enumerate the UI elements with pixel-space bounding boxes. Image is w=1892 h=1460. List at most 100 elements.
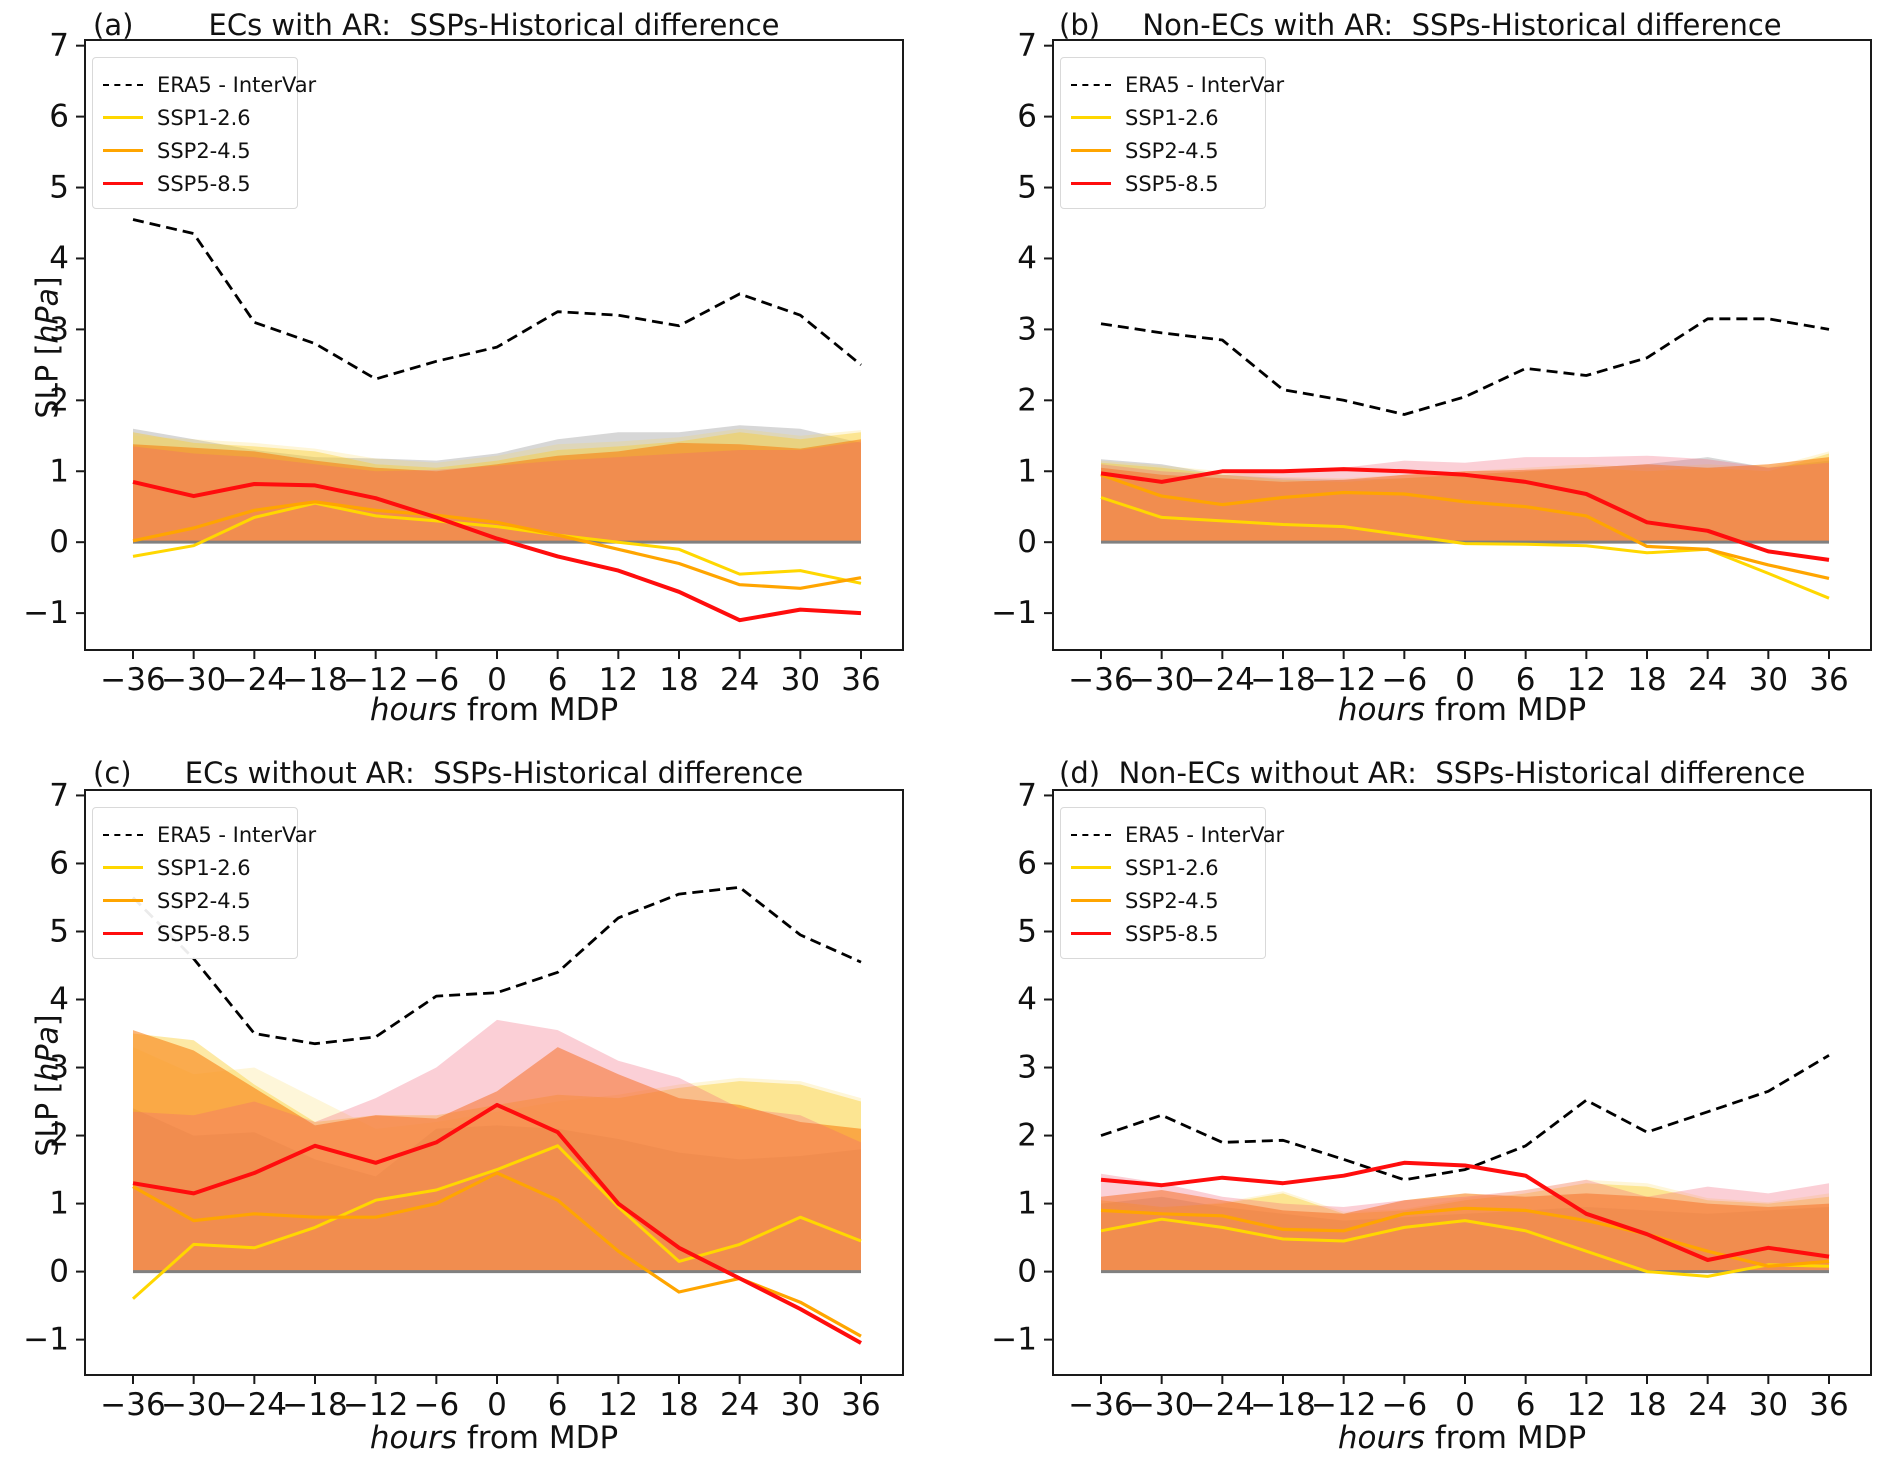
ssp5-line-icon: [1071, 932, 1111, 935]
y-tick-label: 1: [49, 453, 69, 489]
legend-item-ssp5: SSP5-8.5: [1071, 167, 1257, 200]
y-tick-label: 5: [49, 170, 69, 206]
y-tick-label: 1: [1017, 453, 1037, 489]
y-tick-label: 0: [49, 1254, 69, 1290]
plot-border: [84, 39, 904, 651]
series-ssp5-8-5: [1100, 467, 1830, 562]
ssp5-line-icon: [103, 932, 143, 935]
legend-item-era5: ERA5 - InterVar: [103, 818, 316, 851]
y-tick-label: 0: [1017, 524, 1037, 560]
x-tick-label: −30: [161, 1387, 226, 1423]
orange-spread: [133, 1030, 861, 1272]
panel-b-title: Non-ECs with AR: SSPs-Historical differe…: [1142, 8, 1782, 42]
y-tick-label: 5: [1017, 170, 1037, 206]
x-tick-label: 0: [487, 662, 507, 698]
x-tick-label: −24: [1190, 662, 1255, 698]
y-tick-label: 7: [49, 28, 69, 64]
series-era5-intervar: [1100, 317, 1830, 416]
x-tick-label: 12: [1567, 1387, 1606, 1423]
legend-item-era5: ERA5 - InterVar: [1071, 818, 1284, 851]
pink-spread: [1101, 1173, 1829, 1272]
x-tick-label: 6: [548, 1387, 568, 1423]
series-era5-intervar: [132, 218, 862, 381]
x-tick-label: −36: [100, 662, 165, 698]
series-ssp5-8-5: [132, 1102, 862, 1345]
panel-c-plot: −36−30−24−18−12 −6 0 6 12 18 24 30 36 7 6 5 4 3 2 1 0 −1: [23, 777, 904, 1423]
panel-a-plot: −36−30−24−18−12 −6 0 6 12 18 24 30 36 7 6 5 4 3 2 1 0 −1: [23, 28, 904, 698]
x-tick-label: 24: [1688, 662, 1727, 698]
x-tick-label: 18: [659, 1387, 698, 1423]
x-tick-label: −24: [1190, 1387, 1255, 1423]
x-tick-label: 36: [1809, 1387, 1848, 1423]
y-tick-label: 1: [1017, 1186, 1037, 1222]
y-tick-label: 2: [1017, 1118, 1037, 1154]
panel-c-letter: (c): [93, 756, 132, 790]
pink-spread: [133, 1019, 861, 1272]
x-tick-label: −30: [1129, 1387, 1194, 1423]
panel-c-title: ECs without AR: SSPs-Historical differen…: [184, 756, 804, 790]
x-tick-label: 0: [1455, 662, 1475, 698]
panel-a-title: ECs with AR: SSPs-Historical difference: [208, 8, 780, 42]
y-tick-label: 4: [1017, 982, 1037, 1018]
x-tick-label: 6: [1516, 662, 1536, 698]
y-tick-label: −1: [23, 595, 69, 631]
orange-spread: [133, 439, 861, 543]
y-tick-label: 2: [49, 382, 69, 418]
ssp2-line-icon: [1071, 899, 1111, 902]
legend-item-ssp2: SSP2-4.5: [1071, 884, 1257, 917]
panel-d-letter: (d): [1059, 756, 1101, 790]
panel-a-xlabel: hours from MDP: [369, 692, 619, 728]
series-ssp2-4-5: [1100, 1206, 1830, 1268]
legend-item-era5: ERA5 - InterVar: [1071, 68, 1284, 101]
ssp2-line-icon: [103, 899, 143, 902]
panel-b-plot: −36−30−24−18−12 −6 0 6 12 18 24 30 36 7 6 5 4 3 2 1 0 −1: [991, 28, 1872, 698]
x-tick-label: 0: [487, 1387, 507, 1423]
legend-item-ssp1: SSP1-2.6: [103, 851, 289, 884]
panel-b-xlabel: hours from MDP: [1337, 692, 1587, 728]
plot-border: [84, 789, 904, 1376]
legend-item-era5: ERA5 - InterVar: [103, 68, 316, 101]
series-ssp2-4-5: [1100, 473, 1830, 580]
ssp5-line-icon: [1071, 182, 1111, 185]
y-tick-label: 5: [49, 913, 69, 949]
x-tick-label: −18: [1250, 1387, 1315, 1423]
y-tick-label: 2: [1017, 382, 1037, 418]
y-tick-label: 6: [1017, 99, 1037, 135]
y-tick-label: 4: [49, 240, 69, 276]
x-tick-label: 30: [1749, 1387, 1788, 1423]
x-tick-label: −24: [222, 662, 287, 698]
panel-d-legend: ERA5 - InterVar SSP1-2.6 SSP2-4.5 SSP5-8…: [1060, 807, 1284, 959]
ssp1-line-icon: [1071, 116, 1111, 119]
ssp1-line-icon: [103, 866, 143, 869]
y-tick-label: 3: [1017, 1050, 1037, 1086]
y-tick-label: 5: [1017, 913, 1037, 949]
series-ssp5-8-5: [1100, 1160, 1830, 1262]
x-tick-label: −18: [282, 662, 347, 698]
x-tick-label: −6: [413, 662, 459, 698]
panel-a-letter: (a): [93, 8, 134, 42]
ssp2-line-icon: [103, 149, 143, 152]
x-tick-label: 18: [1627, 1387, 1666, 1423]
series-ssp1-2-6: [131, 1144, 862, 1300]
y-tick-label: −1: [23, 1322, 69, 1358]
y-tick-label: 6: [49, 99, 69, 135]
x-tick-label: −18: [1250, 662, 1315, 698]
x-tick-label: −36: [1068, 1387, 1133, 1423]
legend-item-ssp1: SSP1-2.6: [1071, 851, 1257, 884]
orange-spread: [1101, 1190, 1829, 1272]
series-ssp1-2-6: [132, 501, 862, 585]
ssp2-line-icon: [1071, 149, 1111, 152]
panel-d-xlabel: hours from MDP: [1337, 1420, 1587, 1456]
x-tick-label: −12: [343, 1387, 408, 1423]
x-tick-label: −36: [100, 1387, 165, 1423]
y-tick-label: −1: [991, 1322, 1037, 1358]
x-tick-label: 0: [1455, 1387, 1475, 1423]
x-tick-label: −6: [1381, 662, 1427, 698]
legend-item-ssp2: SSP2-4.5: [103, 884, 289, 917]
y-tick-label: 2: [49, 1118, 69, 1154]
ssp1-line-icon: [103, 116, 143, 119]
panel-c-xlabel: hours from MDP: [369, 1420, 619, 1456]
panel-d-title: Non-ECs without AR: SSPs-Historical diff…: [1118, 756, 1806, 790]
x-tick-label: 36: [841, 1387, 880, 1423]
